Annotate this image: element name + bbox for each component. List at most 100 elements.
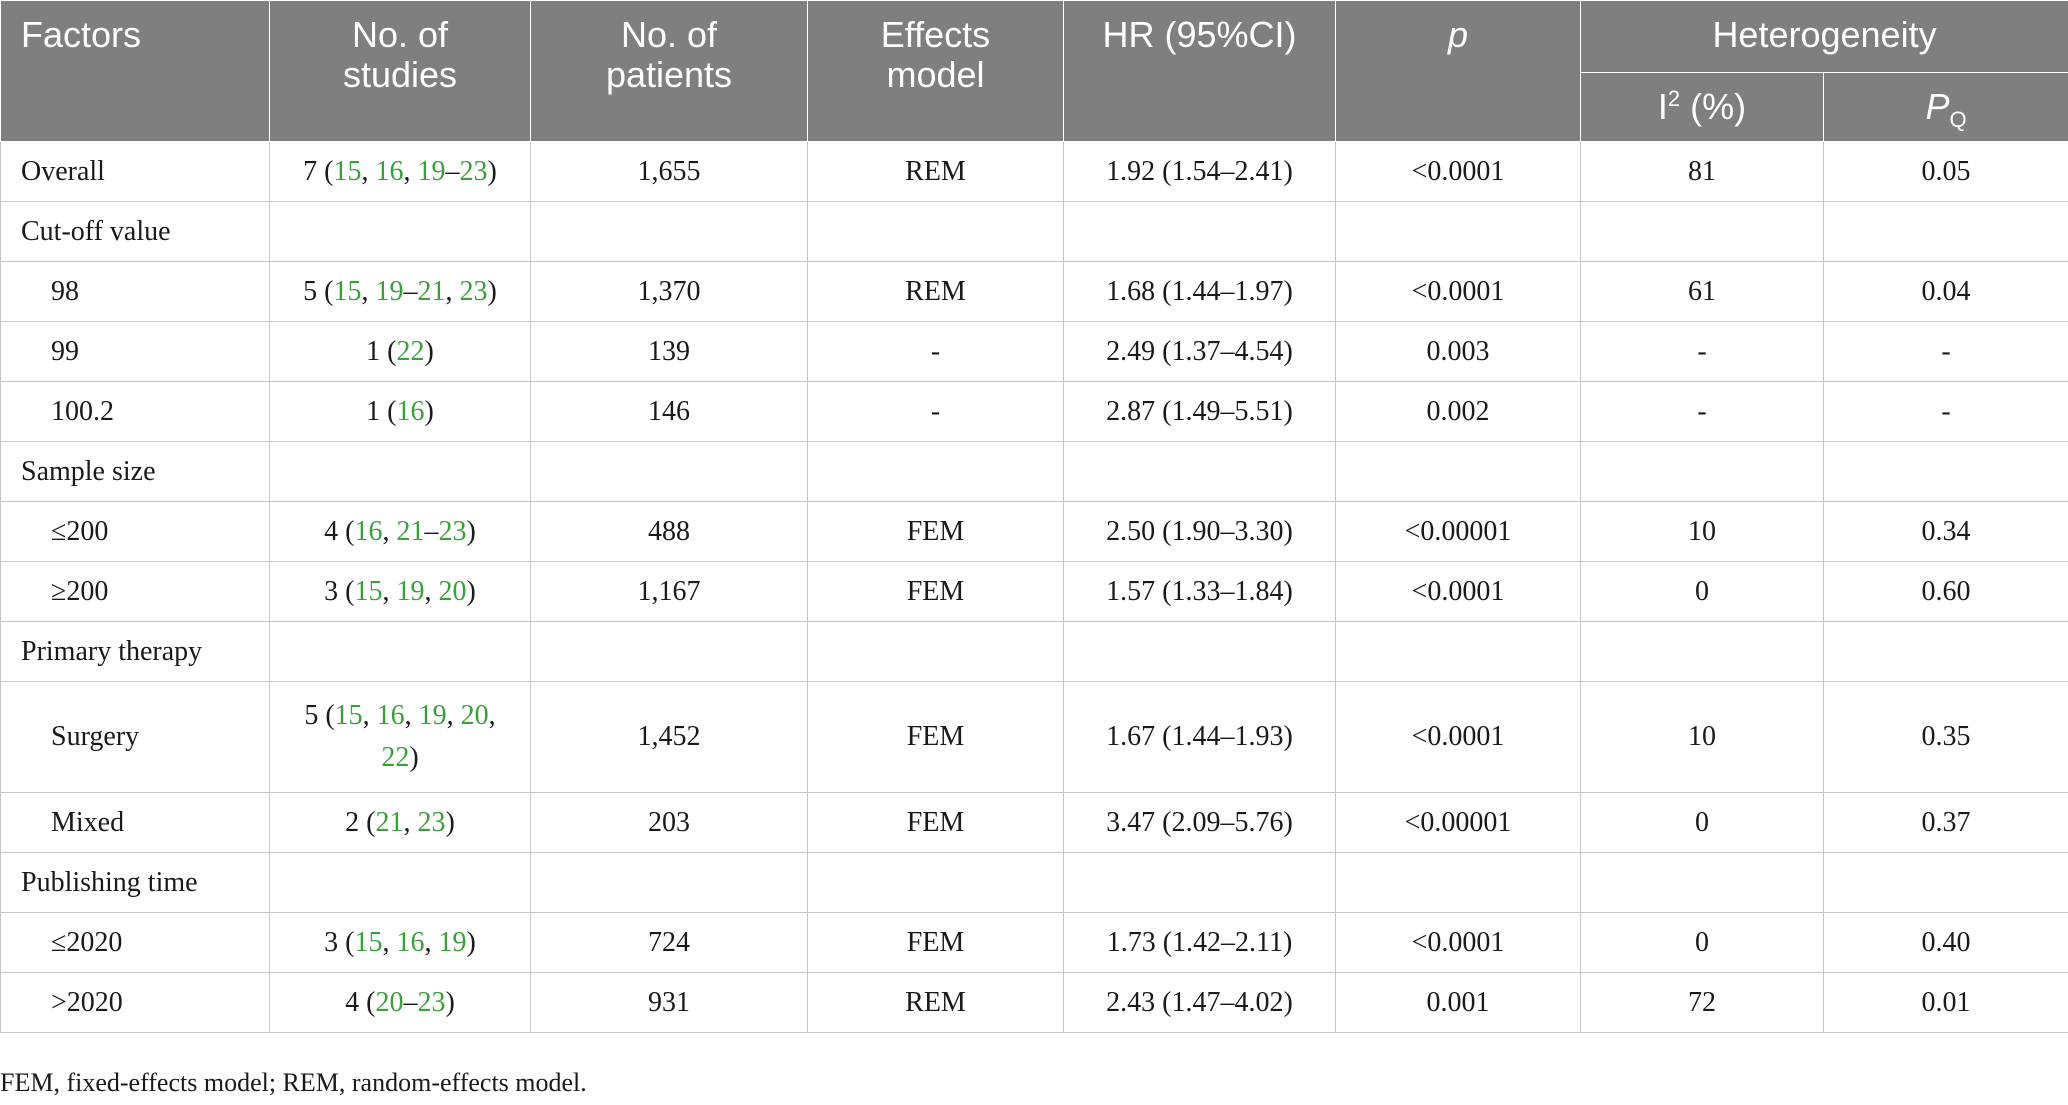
empty-cell — [1580, 441, 1824, 502]
ref-punctuation: ( — [324, 155, 334, 187]
empty-cell — [1580, 621, 1824, 682]
ref-punctuation: , — [488, 700, 496, 731]
hr-cell: 1.68 (1.44–1.97) — [1063, 261, 1336, 322]
ref-punctuation: , — [404, 700, 419, 731]
reference-link[interactable]: 22 — [396, 335, 425, 367]
pq-cell: 0.35 — [1822, 681, 2068, 793]
reference-link[interactable]: 19 — [396, 575, 425, 607]
table-row: ≤200 4 (16, 21–23) 488 FEM 2.50 (1.90–3.30) <… — [0, 501, 2068, 562]
reference-link[interactable]: 23 — [459, 155, 488, 187]
group-label: Sample size — [0, 441, 270, 502]
col-factors: Factors — [0, 0, 270, 142]
empty-cell — [807, 621, 1064, 682]
ref-punctuation: ) — [424, 335, 434, 367]
hr-cell: 2.43 (1.47–4.02) — [1063, 972, 1336, 1033]
ref-punctuation: , — [424, 926, 439, 958]
studies-cell: 4 (16, 21–23) — [269, 501, 531, 562]
ref-punctuation: – — [445, 155, 460, 187]
ref-punctuation: ) — [466, 926, 476, 958]
reference-link[interactable]: 21 — [417, 275, 446, 307]
p-cell: 0.003 — [1335, 321, 1581, 382]
i2-cell: - — [1580, 381, 1824, 442]
pq-cell: 0.04 — [1822, 261, 2068, 322]
reference-link[interactable]: 21 — [375, 806, 404, 838]
reference-link[interactable]: 21 — [396, 515, 425, 547]
patients-cell: 1,452 — [530, 681, 808, 793]
col-heterogeneity: Heterogeneity — [1579, 0, 2068, 73]
reference-link[interactable]: 23 — [417, 986, 446, 1018]
reference-link[interactable]: 23 — [438, 515, 467, 547]
pq-cell: 0.60 — [1822, 561, 2068, 622]
empty-cell — [1580, 201, 1824, 262]
studies-cell: 3 (15, 16, 19) — [269, 912, 531, 973]
reference-link[interactable]: 15 — [333, 155, 362, 187]
reference-link[interactable]: 16 — [396, 395, 425, 427]
reference-link[interactable]: 19 — [417, 155, 446, 187]
p-cell: <0.0001 — [1335, 261, 1581, 322]
studies-cell: 2 (21, 23) — [269, 792, 531, 853]
patients-cell: 139 — [530, 321, 808, 382]
table-row: ≤2020 3 (15, 16, 19) 724 FEM 1.73 (1.42–2.11… — [0, 912, 2068, 973]
reference-link[interactable]: 20 — [375, 986, 404, 1018]
ref-punctuation: ( — [345, 926, 355, 958]
table-row: 100.2 1 (16) 146-2.87 (1.49–5.51) 0.002- - — [0, 381, 2068, 442]
reference-link[interactable]: 19 — [418, 700, 447, 731]
factor-cell: ≤200 — [0, 501, 270, 562]
i2-cell: 0 — [1580, 792, 1824, 853]
studies-count: 3 — [324, 926, 339, 958]
reference-link[interactable]: 19 — [438, 926, 467, 958]
reference-link[interactable]: 22 — [381, 742, 410, 773]
group-label: Publishing time — [0, 852, 270, 913]
p-cell: 0.002 — [1335, 381, 1581, 442]
ref-punctuation: , — [361, 275, 376, 307]
pq-cell: 0.05 — [1822, 141, 2068, 202]
empty-cell — [530, 201, 808, 262]
ref-punctuation: ) — [487, 155, 497, 187]
hr-cell: 2.87 (1.49–5.51) — [1063, 381, 1336, 442]
reference-link[interactable]: 15 — [354, 926, 383, 958]
reference-link[interactable]: 23 — [459, 275, 488, 307]
empty-cell — [1822, 201, 2068, 262]
reference-link[interactable]: 16 — [354, 515, 383, 547]
reference-link[interactable]: 16 — [396, 926, 425, 958]
ref-punctuation: ) — [424, 395, 434, 427]
table-body: Overall 7 (15, 16, 19–23) 1,655 REM 1.92 (1.… — [0, 141, 2068, 1033]
reference-link[interactable]: 20 — [438, 575, 467, 607]
reference-link[interactable]: 15 — [354, 575, 383, 607]
p-cell: <0.00001 — [1335, 792, 1581, 853]
p-cell: <0.0001 — [1335, 561, 1581, 622]
studies-cell: 1 (22) — [269, 321, 531, 382]
studies-count: 1 — [366, 395, 381, 427]
patients-cell: 488 — [530, 501, 808, 562]
ref-punctuation: ( — [325, 700, 335, 731]
empty-cell — [1063, 441, 1336, 502]
ref-punctuation: ) — [487, 275, 497, 307]
empty-cell — [1822, 852, 2068, 913]
model-cell: REM — [807, 261, 1064, 322]
pq-cell: - — [1822, 381, 2068, 442]
reference-link[interactable]: 16 — [375, 155, 404, 187]
ref-punctuation: , — [446, 700, 461, 731]
factor-cell: Mixed — [0, 792, 270, 853]
group-label: Primary therapy — [0, 621, 270, 682]
empty-cell — [807, 201, 1064, 262]
reference-link[interactable]: 23 — [417, 806, 446, 838]
reference-link[interactable]: 20 — [460, 700, 489, 731]
reference-link[interactable]: 19 — [375, 275, 404, 307]
i2-cell: 10 — [1580, 681, 1824, 793]
model-cell: FEM — [807, 501, 1064, 562]
ref-punctuation: – — [403, 275, 418, 307]
reference-link[interactable]: 15 — [334, 700, 363, 731]
reference-link[interactable]: 15 — [333, 275, 362, 307]
patients-cell: 1,655 — [530, 141, 808, 202]
hr-cell: 2.50 (1.90–3.30) — [1063, 501, 1336, 562]
ref-punctuation: , — [424, 575, 439, 607]
empty-cell — [1335, 621, 1581, 682]
studies-count: 7 — [303, 155, 318, 187]
ref-punctuation: – — [424, 515, 439, 547]
hr-cell: 1.57 (1.33–1.84) — [1063, 561, 1336, 622]
pq-cell: 0.01 — [1822, 972, 2068, 1033]
empty-cell — [269, 441, 531, 502]
reference-link[interactable]: 16 — [376, 700, 405, 731]
ref-punctuation: , — [445, 275, 460, 307]
